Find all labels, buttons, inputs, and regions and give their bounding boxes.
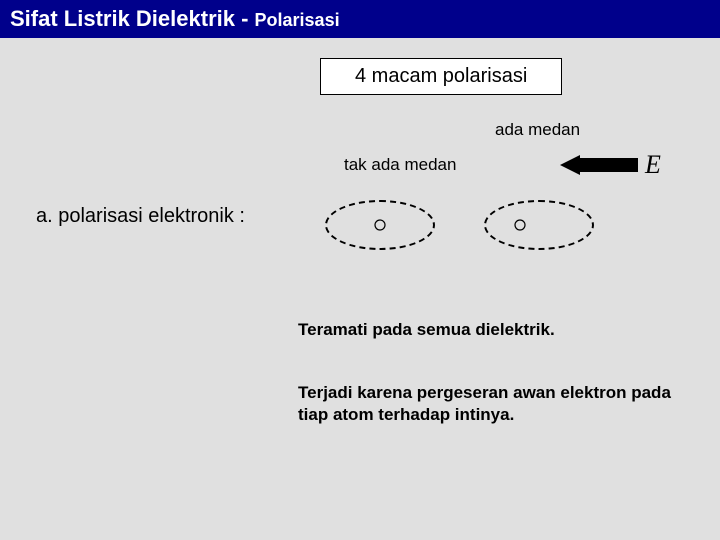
header-title-main: Sifat Listrik Dielektrik - (10, 6, 255, 31)
header-bar: Sifat Listrik Dielektrik - Polarisasi (0, 0, 720, 38)
subtitle-box: 4 macam polarisasi (320, 58, 562, 95)
label-e: E (645, 150, 661, 180)
subtitle-text: 4 macam polarisasi (355, 65, 527, 87)
nucleus-with-field (513, 218, 527, 232)
arrow-head-icon (560, 155, 580, 175)
paragraph-1: Teramati pada semua dielektrik. (298, 320, 678, 340)
arrow-body-icon (578, 158, 638, 172)
label-tak-ada-medan: tak ada medan (344, 155, 456, 175)
label-ada-medan: ada medan (495, 120, 580, 140)
electron-cloud-with-field (484, 200, 594, 250)
paragraph-2: Terjadi karena pergeseran awan elektron … (298, 382, 688, 426)
nucleus-no-field (373, 218, 387, 232)
header-title-sub: Polarisasi (255, 10, 340, 30)
section-a-title: a. polarisasi elektronik : (36, 205, 245, 228)
